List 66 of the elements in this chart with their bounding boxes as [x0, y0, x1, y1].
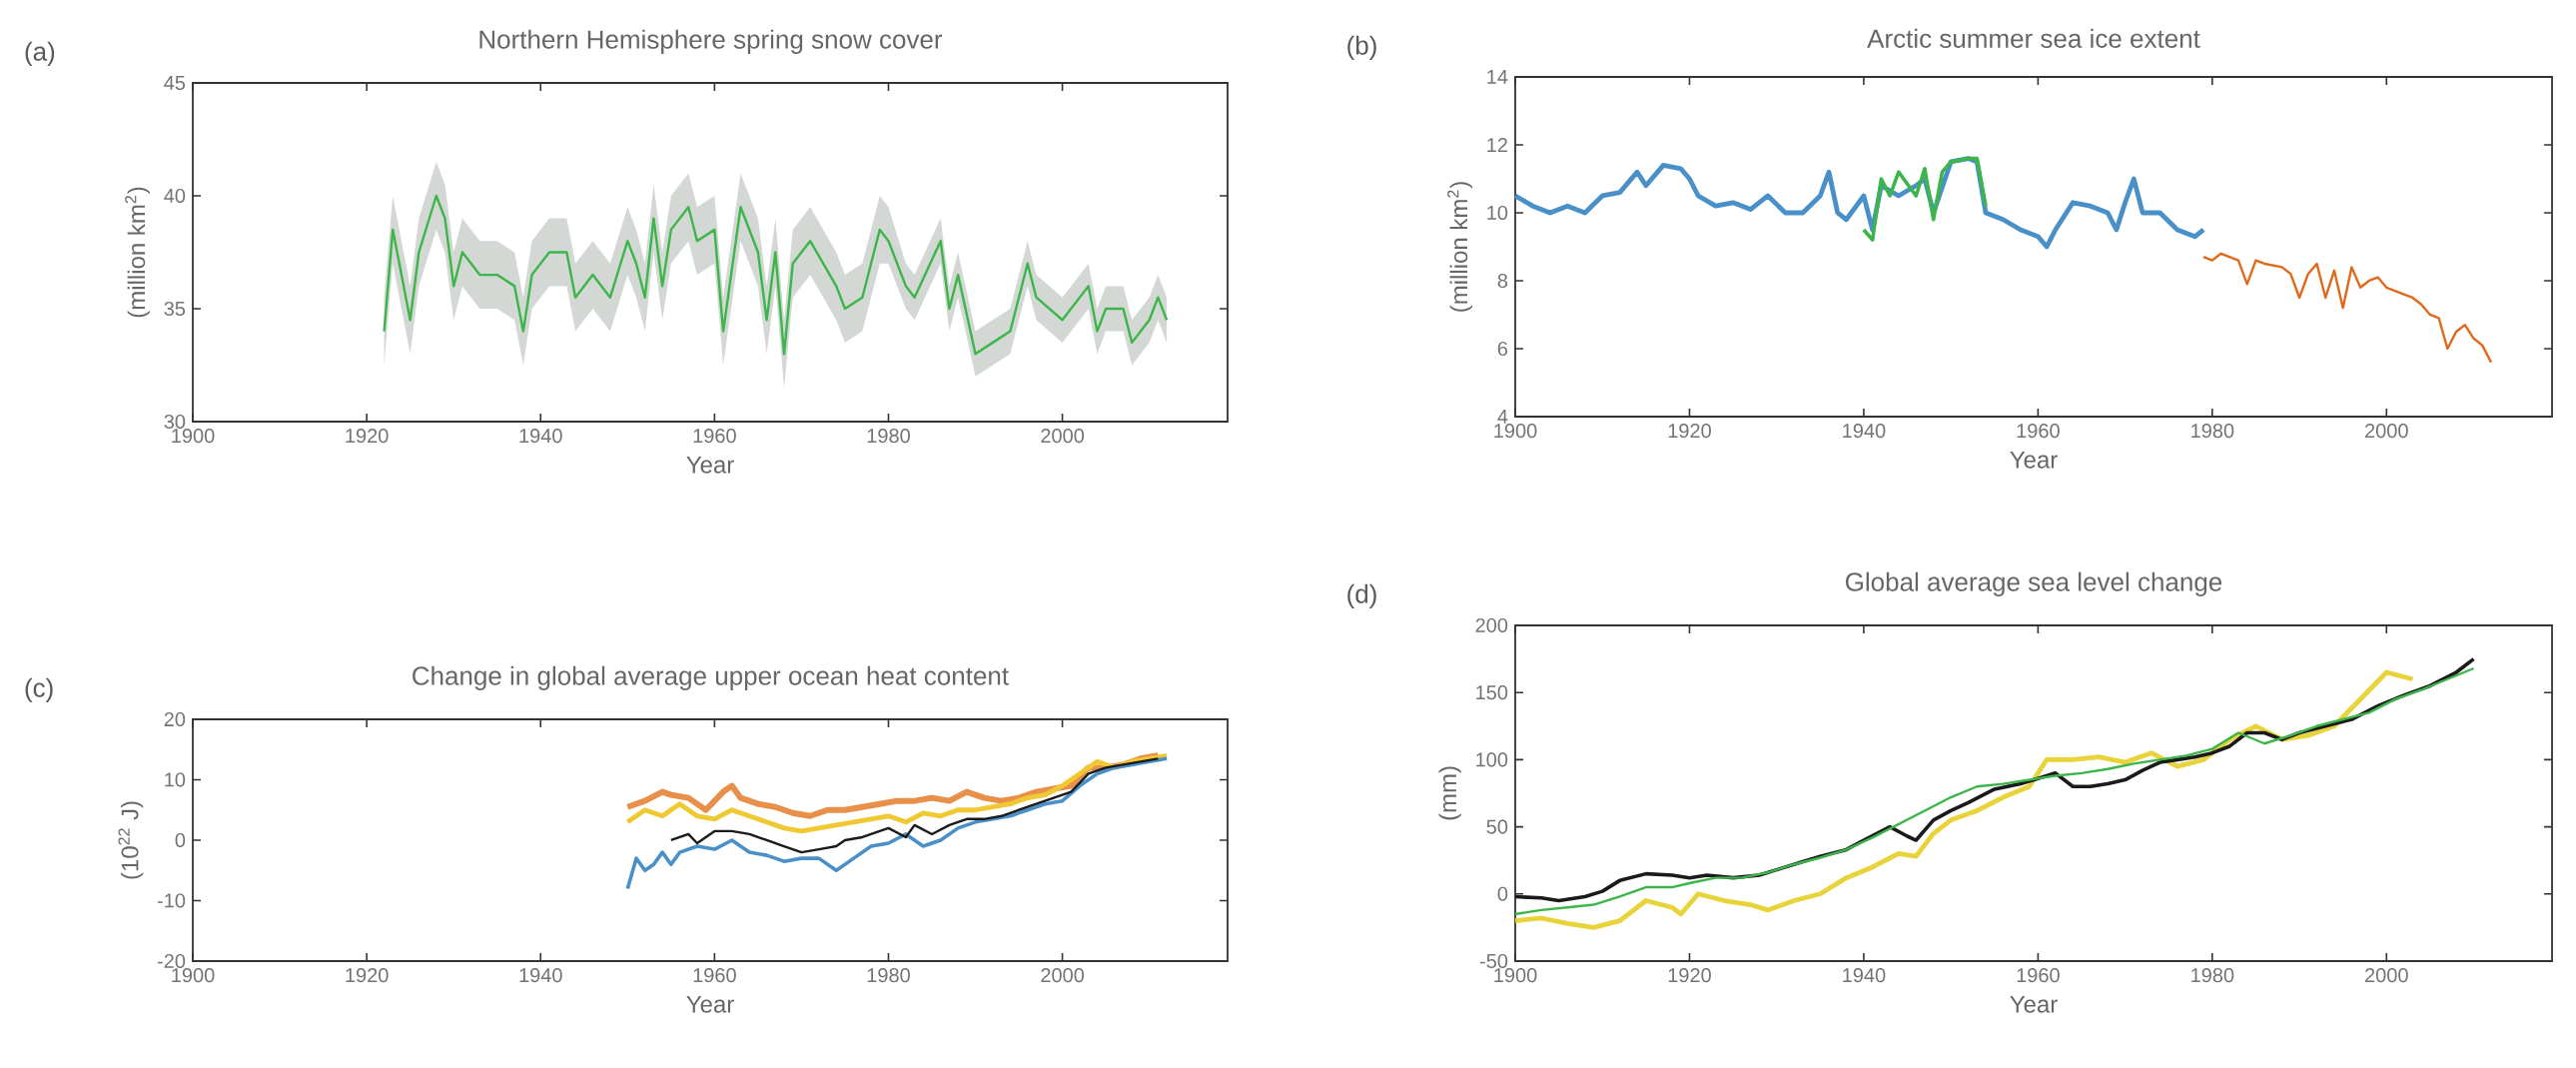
x-axis-title: Year — [2010, 451, 2058, 469]
y-tick-label: 30 — [164, 414, 186, 430]
x-tick-label: 1920 — [1668, 968, 1711, 983]
x-tick-label: 1940 — [519, 429, 562, 444]
y-axis-title: (million km$^{2}$) — [125, 187, 150, 318]
x-tick-label: 1980 — [2191, 424, 2234, 439]
x-tick-label: 1960 — [2017, 968, 2060, 983]
y-tick-label: -10 — [157, 893, 186, 908]
y-tick-label: 10 — [1487, 205, 1508, 221]
x-tick-label: 1920 — [1668, 424, 1711, 439]
y-tick-label: 6 — [1497, 341, 1508, 357]
line-series — [624, 752, 1170, 834]
text: (d) — [1347, 583, 1376, 608]
x-tick-label: 1940 — [519, 968, 562, 983]
y-tick-label: -20 — [157, 953, 186, 969]
y-tick-label: 45 — [164, 76, 186, 90]
text: (a) — [25, 41, 55, 66]
y-tick-label: 20 — [164, 711, 186, 727]
x-tick-label: 1960 — [693, 429, 736, 444]
x-tick-label: 1980 — [867, 968, 910, 983]
y-tick-label: 100 — [1476, 752, 1508, 767]
x-tick-label: 1940 — [1843, 424, 1886, 439]
chart-title: Northern Hemisphere spring snow cover — [479, 29, 943, 54]
y-tick-label: -50 — [1479, 953, 1508, 969]
chart-title: Global average sea level change — [1845, 571, 2222, 596]
y-tick-label: 14 — [1487, 70, 1508, 84]
y-tick-label: 8 — [1497, 273, 1508, 289]
x-tick-label: 1960 — [693, 968, 736, 983]
line-series — [2201, 252, 2493, 364]
line-series — [625, 756, 1169, 891]
text: (c) — [25, 677, 53, 702]
y-tick-label: 50 — [1486, 819, 1508, 834]
x-tick-label: 1960 — [2017, 424, 2060, 439]
y-axis-title: (mm) — [1438, 766, 1461, 820]
x-axis-title: Year — [686, 456, 734, 474]
x-tick-label: 1940 — [1843, 968, 1886, 983]
chart-title: Arctic summer sea ice extent — [1867, 28, 2200, 48]
x-tick-label: 1900 — [172, 429, 215, 444]
y-tick-label: 12 — [1487, 138, 1507, 152]
y-tick-label: 35 — [164, 301, 186, 317]
x-axis-title: Year — [686, 995, 734, 1013]
y-axis-title: (million km$^{2}$) — [1447, 182, 1472, 312]
line-series — [1862, 156, 1988, 242]
y-tick-label: 0 — [175, 832, 186, 848]
y-tick-label: 200 — [1475, 617, 1508, 633]
x-tick-label: 1920 — [346, 968, 389, 983]
y-axis-title: (10$^{22}$ J) — [118, 801, 144, 879]
chart-title: Change in global average upper ocean heat content — [413, 665, 1009, 690]
x-tick-label: 2000 — [1041, 968, 1085, 983]
text: (b) — [1347, 35, 1376, 60]
x-tick-label: 1900 — [172, 968, 215, 983]
y-tick-label: 150 — [1476, 685, 1508, 700]
x-tick-label: 1900 — [1494, 968, 1537, 983]
x-axis-title: Year — [2010, 995, 2058, 1013]
x-tick-label: 2000 — [2365, 424, 2408, 439]
x-tick-label: 1980 — [2191, 968, 2234, 983]
y-tick-label: 40 — [164, 188, 186, 204]
x-tick-label: 1920 — [346, 429, 389, 444]
y-tick-label: 0 — [1497, 886, 1508, 901]
y-tick-label: 4 — [1497, 410, 1508, 424]
x-tick-label: 1980 — [867, 429, 910, 444]
x-tick-label: 2000 — [2365, 968, 2408, 983]
x-tick-label: 1900 — [1494, 424, 1537, 439]
line-series — [383, 194, 1169, 356]
y-tick-label: 10 — [165, 772, 186, 787]
x-tick-label: 2000 — [1041, 429, 1085, 444]
